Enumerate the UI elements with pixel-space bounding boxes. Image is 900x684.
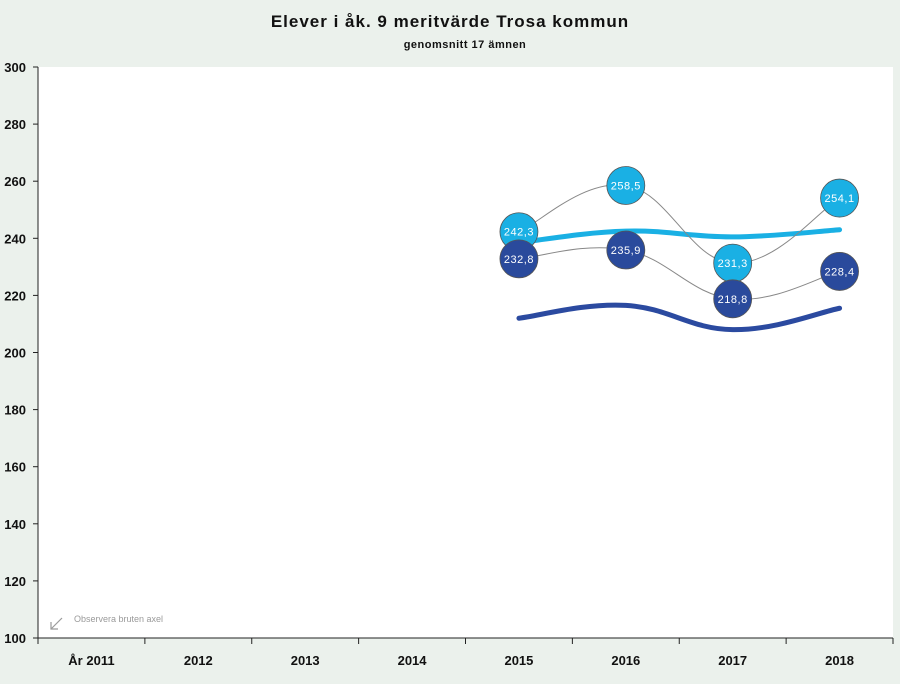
chart-title: Elever i åk. 9 meritvärde Trosa kommun — [270, 12, 630, 31]
data-point-marker — [606, 166, 646, 205]
trend-line-2 — [516, 227, 843, 246]
y-tick-label: 160 — [4, 460, 26, 475]
data-point-marker — [713, 279, 753, 319]
chart-subtitle: genomsnitt 17 ämnen — [403, 39, 527, 51]
y-tick-label: 260 — [4, 174, 26, 189]
series-line-0 — [518, 184, 840, 264]
y-tick-label: 300 — [4, 60, 26, 75]
data-label: 254,1 — [825, 193, 855, 205]
x-tick-label: 2013 — [291, 653, 320, 668]
y-tick-label: 180 — [4, 403, 26, 418]
data-point-marker — [820, 252, 859, 291]
y-tick-label: 120 — [4, 574, 26, 589]
note-arrow-icon — [50, 617, 63, 630]
data-point-marker — [499, 239, 539, 279]
x-tick-label: 2016 — [611, 653, 640, 668]
data-label: 228,4 — [825, 266, 855, 278]
data-label: 242,3 — [504, 227, 534, 239]
data-label: 232,8 — [504, 254, 534, 266]
note-arrow-head — [50, 622, 58, 630]
trend-line-3 — [516, 302, 843, 333]
data-label: 258,5 — [611, 180, 641, 192]
x-tick-label: 2014 — [398, 653, 428, 668]
x-tick-label: 2012 — [184, 653, 213, 668]
data-label: 231,3 — [718, 258, 748, 270]
data-point-marker — [606, 230, 646, 270]
y-tick-label: 220 — [4, 288, 26, 303]
data-label: 235,9 — [611, 245, 641, 257]
x-tick-label: År 2011 — [68, 653, 114, 668]
series-line-1 — [518, 247, 840, 300]
broken-axis-note: Observera bruten axel — [74, 614, 163, 624]
data-label: 218,8 — [718, 294, 748, 306]
x-tick-label: 2015 — [504, 653, 533, 668]
x-tick-label: 2018 — [825, 653, 854, 668]
y-tick-label: 140 — [4, 517, 26, 532]
y-tick-label: 200 — [4, 346, 26, 361]
y-tick-label: 240 — [4, 231, 26, 246]
x-tick-label: 2017 — [718, 653, 747, 668]
y-tick-label: 280 — [4, 117, 26, 132]
data-point-marker — [820, 178, 859, 218]
plot-area — [38, 67, 893, 638]
y-tick-label: 100 — [4, 631, 26, 646]
